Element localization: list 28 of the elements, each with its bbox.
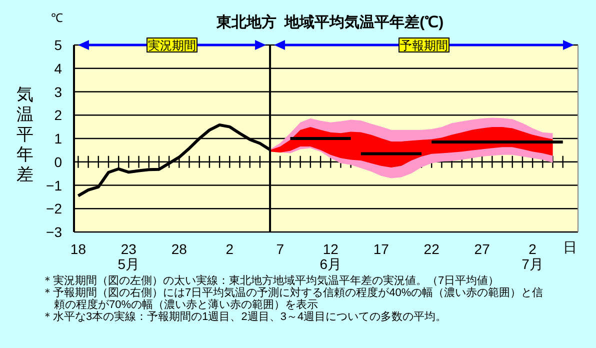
text: ℃ xyxy=(51,11,63,25)
annotation: 実況期間 xyxy=(148,38,196,52)
annotation: 予報期間 xyxy=(400,38,448,52)
y-tick-label: 2 xyxy=(54,107,62,124)
y-tick-label: −2 xyxy=(46,200,62,217)
x-axis-title: 日 xyxy=(563,239,577,255)
text: ＊予報期間（図の右側）には7日平均気温の予測に対する信頼の程度が40%の幅（濃い赤の範囲）と信頼の程度が70%の幅（濃い赤と薄い赤の範囲）を表示 xyxy=(42,286,544,311)
y-tick-label: −3 xyxy=(46,224,62,240)
chart-title: 東北地方 地域平均気温平年差(℃) xyxy=(215,13,444,31)
x-tick-label: 17 xyxy=(373,241,390,257)
text: ＊水平な3本の実線：予報期間の1週目、2週目、3～4週目についての多数の平均。 xyxy=(42,310,447,323)
x-tick-label: 7 xyxy=(276,241,284,257)
x-tick-label: 23 5月 xyxy=(118,241,140,272)
y-tick-label: 0 xyxy=(54,154,62,170)
text: ＊実況期間（図の左側）の太い実線：東北地方地域平均気温平年差の実況値。（7日平均値） xyxy=(42,274,500,287)
y-tick-label: 3 xyxy=(54,84,62,100)
x-tick-label: 2 7月 xyxy=(522,241,544,272)
y-tick-label: −1 xyxy=(46,177,62,194)
x-tick-label: 28 xyxy=(171,241,188,257)
y-tick-label: 5 xyxy=(54,37,62,53)
x-tick-label: 12 6月 xyxy=(320,241,342,272)
x-tick-label: 22 xyxy=(424,241,440,257)
y-tick-label: 4 xyxy=(54,60,62,76)
y-axis-title: 気温平年差 xyxy=(16,85,34,184)
x-tick-label: 18 xyxy=(70,241,86,257)
x-tick-label: 2 xyxy=(226,241,234,257)
x-tick-label: 27 xyxy=(474,241,490,257)
y-tick-label: 1 xyxy=(54,130,62,146)
